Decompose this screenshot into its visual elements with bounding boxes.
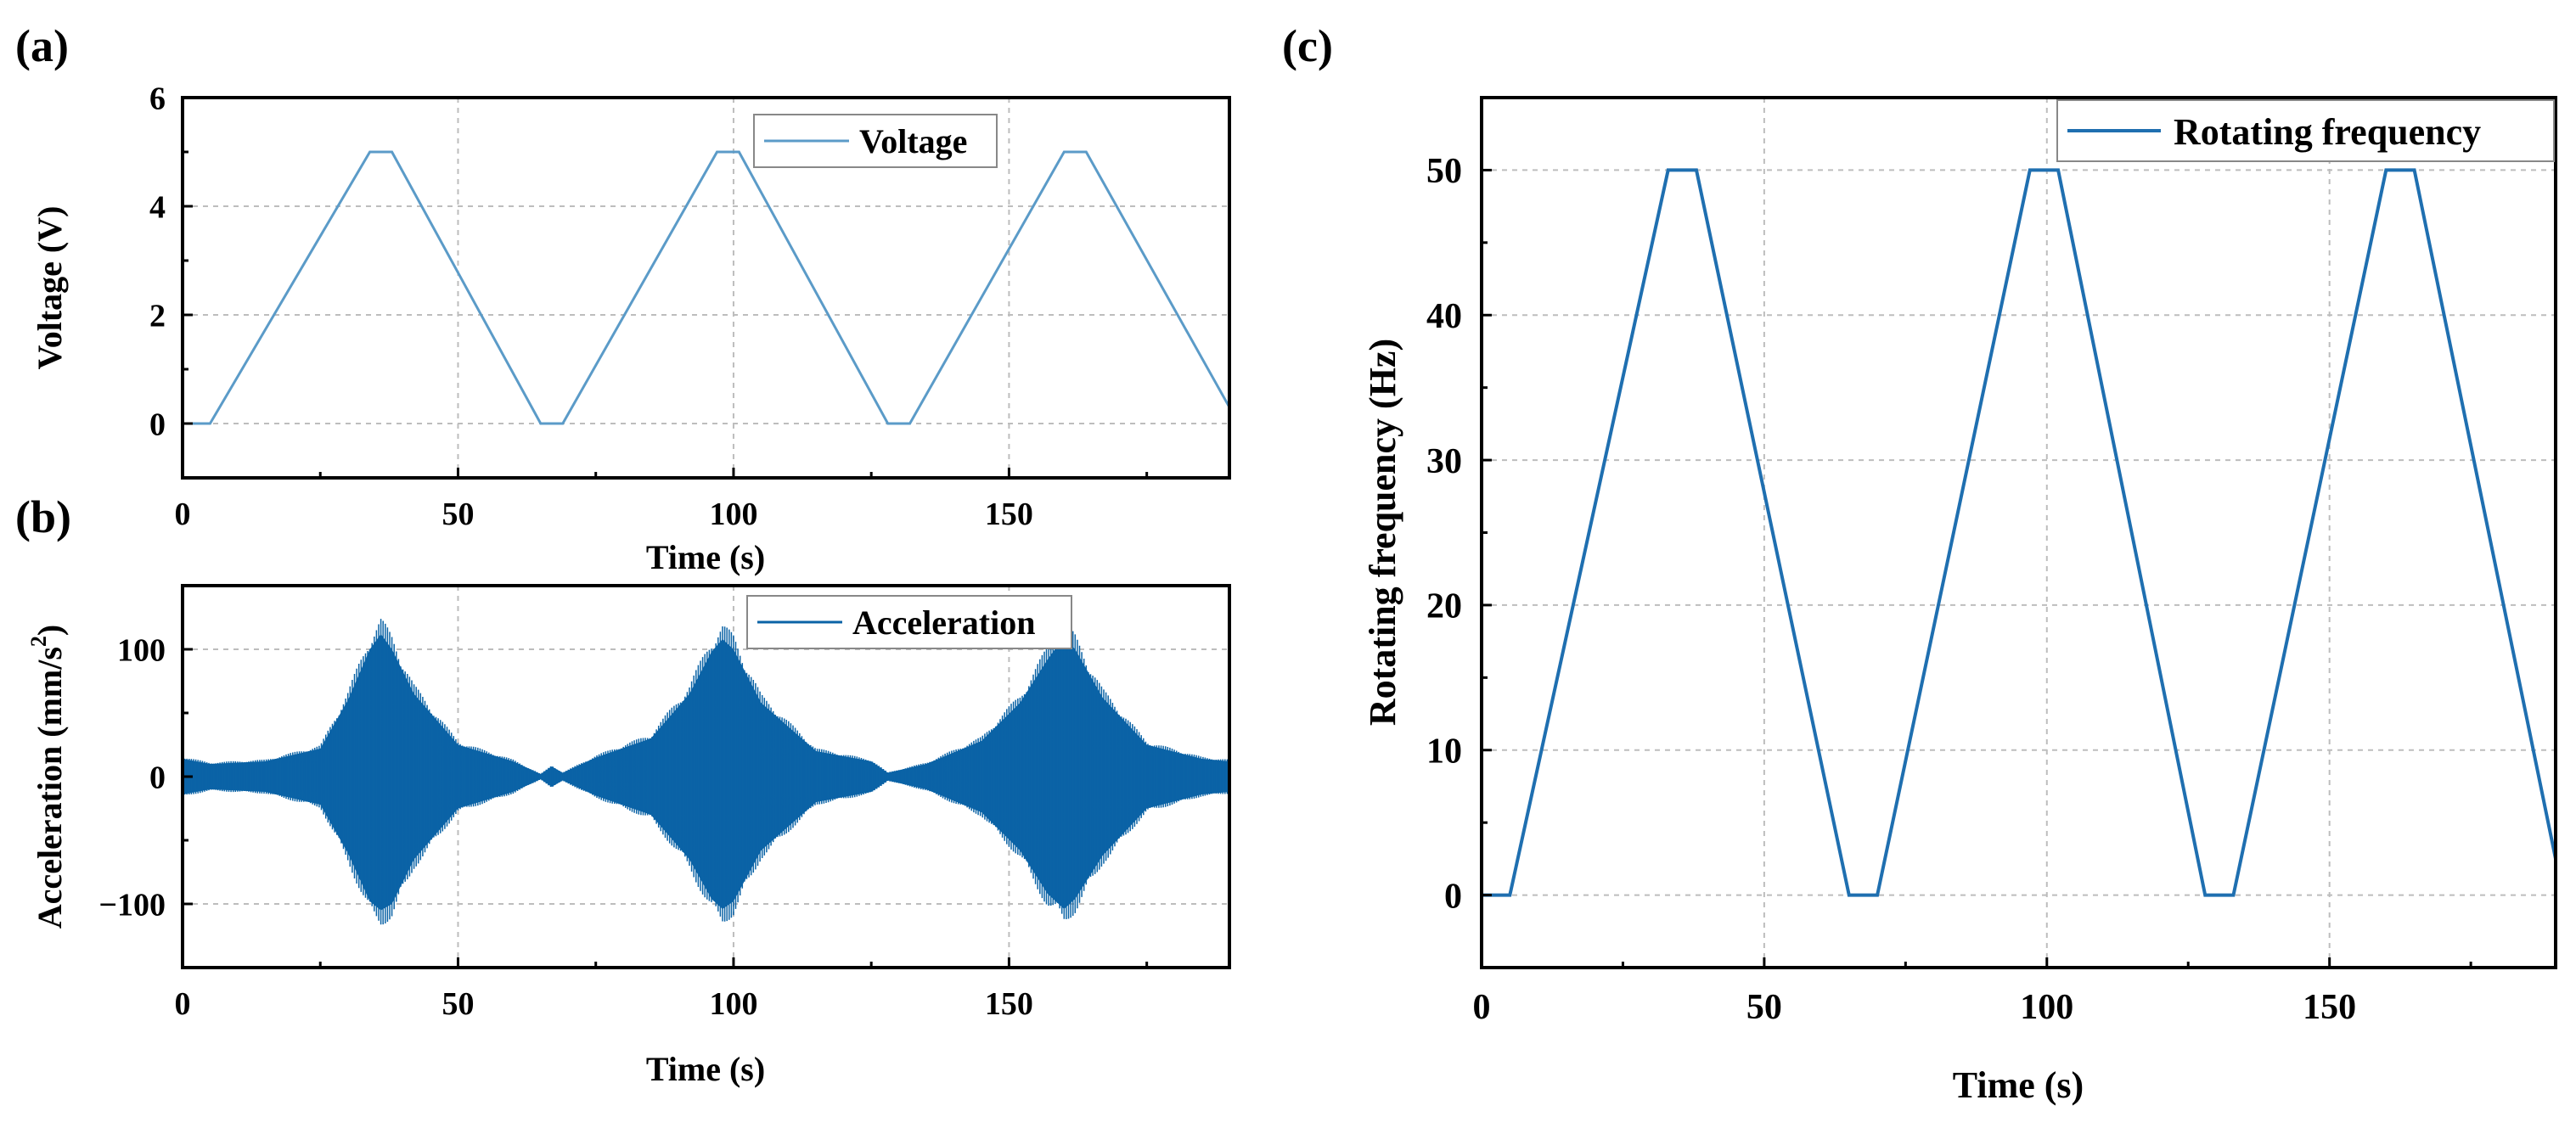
y-axis-label: Acceleration (mm/s2) [26,625,69,929]
axis-ticks: 0 50 100 150 0 2 4 6 [149,81,1149,532]
y-tick-label: 0 [149,407,166,442]
y-axis-label: Rotating frequency (Hz) [1362,339,1403,726]
y-tick-label: 6 [149,81,166,116]
axis-ticks: 0 50 100 150 −100 0 100 [98,632,1149,1022]
x-tick-label: 100 [709,497,757,532]
acceleration-envelope [183,634,1229,911]
x-tick-label: 150 [985,497,1033,532]
y-tick-label: 10 [1426,732,1462,771]
grid [183,98,1229,478]
y-tick-label: 0 [149,760,166,795]
y-tick-label: 100 [117,632,166,668]
y-axis-label-superscript: 2 [26,636,51,647]
y-tick-label: 4 [149,189,166,225]
x-tick-label: 50 [442,986,474,1022]
x-tick-label: 150 [985,986,1033,1022]
x-tick-label: 0 [175,986,191,1022]
y-tick-label: 30 [1426,442,1462,481]
x-tick-label: 0 [1473,988,1491,1027]
x-axis-label: Time (s) [646,1050,765,1088]
legend-label-voltage: Voltage [859,122,967,160]
x-tick-label: 50 [1746,988,1782,1027]
y-tick-label: −100 [98,887,166,923]
panel-label-b: (b) [15,491,71,542]
panel-c: 0 50 100 150 0 10 20 30 40 50 Rotating frequency … [1362,96,2557,1106]
acceleration-oscillation [182,619,1229,925]
rotating-frequency-line [1482,168,2557,897]
x-axis-label: Time (s) [646,538,765,576]
x-tick-label: 100 [709,986,757,1022]
y-axis-label-main: Acceleration (mm/s [31,647,69,929]
voltage-line [183,150,1231,425]
grid [1482,98,2556,968]
y-tick-label: 40 [1426,297,1462,336]
legend: Voltage [753,114,998,168]
x-tick-label: 150 [2303,988,2356,1027]
axis-ticks: 0 50 100 150 0 10 20 30 40 50 [1426,152,2472,1027]
y-axis-label: Voltage (V) [31,206,69,370]
x-tick-label: 0 [175,497,191,532]
legend-box [2056,99,2555,162]
legend-label-acceleration: Acceleration [852,603,1035,642]
x-axis-label: Time (s) [1953,1064,2084,1106]
panel-label-c: (c) [1282,20,1333,71]
legend: Rotating frequency [2056,99,2555,162]
y-tick-label: 50 [1426,152,1462,191]
panel-a: 0 50 100 150 0 2 4 6 Voltage Time (s) Voltage (… [31,81,1231,576]
y-axis-label-close: ) [31,625,69,636]
y-tick-label: 0 [1444,877,1462,916]
panel-label-a: (a) [15,20,69,71]
legend: Acceleration [746,595,1072,649]
plot-frame [181,96,1231,480]
x-tick-label: 50 [442,497,474,532]
acceleration-spikes [182,619,1229,925]
y-tick-label: 2 [149,298,166,334]
y-tick-label: 20 [1426,587,1462,626]
x-tick-label: 100 [2020,988,2073,1027]
legend-label-rotating-frequency: Rotating frequency [2174,111,2481,153]
